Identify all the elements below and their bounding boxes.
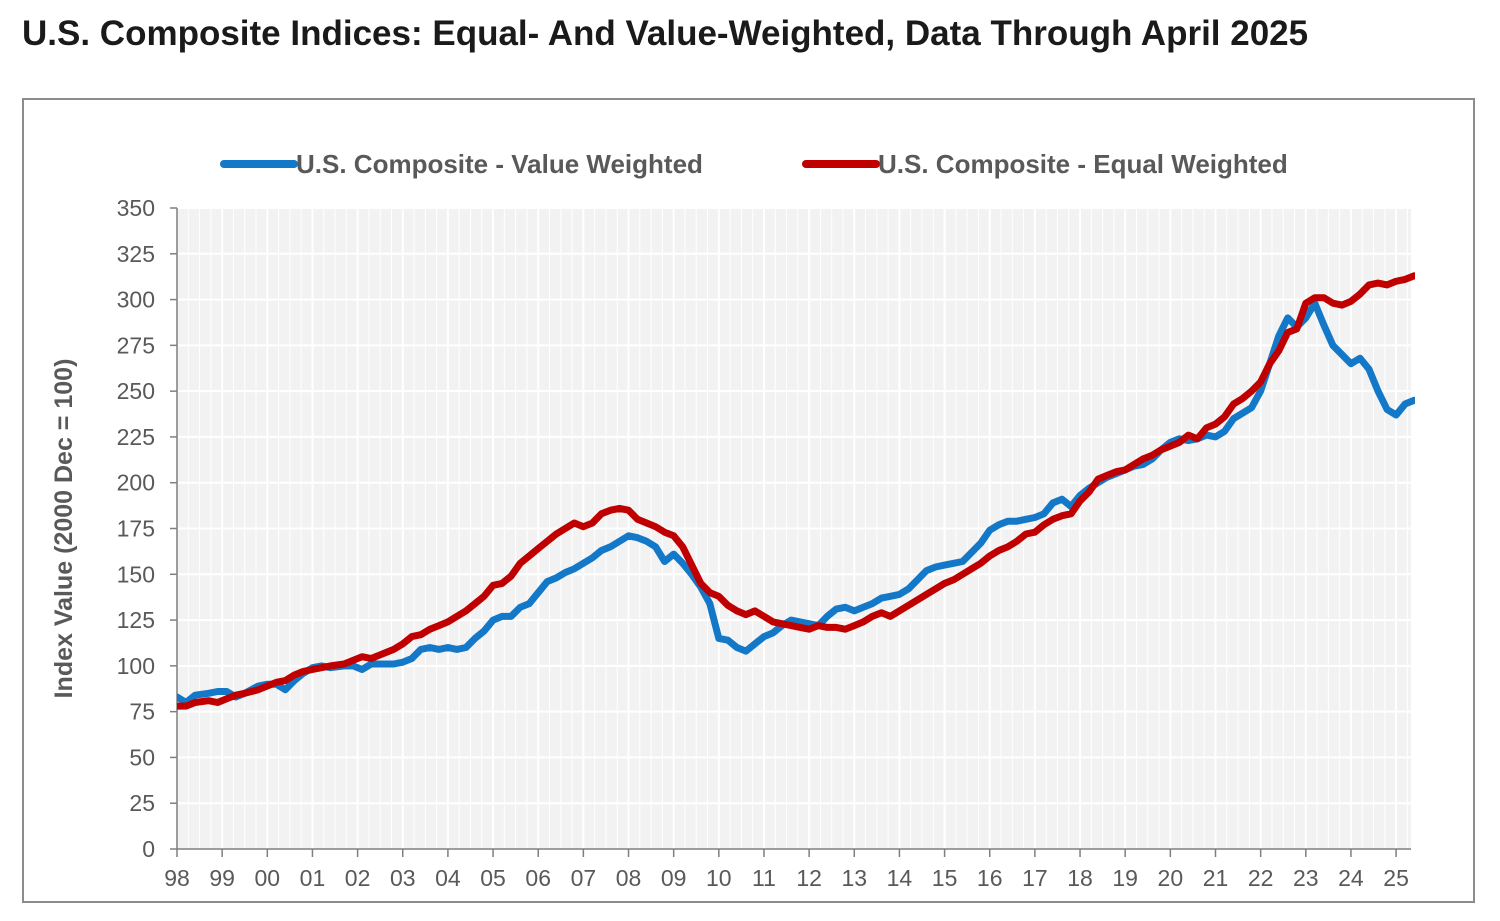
x-tick-label: 13 — [841, 865, 867, 891]
legend-label: U.S. Composite - Equal Weighted — [878, 149, 1288, 179]
x-tick-label: 05 — [480, 865, 506, 891]
legend-value-weighted: U.S. Composite - Value Weighted — [220, 149, 703, 179]
x-tick-label: 16 — [977, 865, 1003, 891]
y-tick-label: 25 — [129, 790, 155, 816]
x-tick-label: 98 — [164, 865, 190, 891]
x-tick-label: 12 — [796, 865, 822, 891]
x-tick-label: 18 — [1067, 865, 1093, 891]
legend: U.S. Composite - Value Weighted U.S. Comp… — [220, 149, 1288, 179]
legend-equal-weighted: U.S. Composite - Equal Weighted — [802, 149, 1288, 179]
legend-label: U.S. Composite - Value Weighted — [296, 149, 703, 179]
y-tick-label: 0 — [142, 836, 155, 862]
x-tick-label: 23 — [1293, 865, 1319, 891]
x-tick-label: 03 — [390, 865, 416, 891]
x-tick-label: 00 — [255, 865, 281, 891]
y-tick-label: 250 — [117, 378, 155, 404]
x-tick-label: 01 — [300, 865, 326, 891]
x-tick-label: 19 — [1112, 865, 1138, 891]
x-tick-label: 99 — [209, 865, 235, 891]
y-tick-label: 300 — [117, 287, 155, 313]
y-tick-label: 150 — [117, 561, 155, 587]
y-axis-label: Index Value (2000 Dec = 100) — [50, 359, 78, 699]
y-tick-label: 200 — [117, 470, 155, 496]
x-tick-label: 14 — [887, 865, 913, 891]
x-tick-labels: 98 99 00 01 02 03 04 05 06 07 08 09 10 11 12 13 14 15 16 17… — [164, 865, 1409, 891]
page-title: U.S. Composite Indices: Equal- And Value… — [22, 14, 1309, 53]
x-tick-label: 02 — [345, 865, 371, 891]
x-tick-label: 25 — [1383, 865, 1409, 891]
x-tick-label: 07 — [571, 865, 597, 891]
y-tick-label: 275 — [117, 332, 155, 358]
axis-layer — [170, 207, 1411, 857]
x-tick-label: 15 — [932, 865, 958, 891]
y-tick-label: 125 — [117, 607, 155, 633]
x-tick-label: 06 — [525, 865, 551, 891]
x-tick-label: 17 — [1022, 865, 1048, 891]
x-tick-label: 08 — [616, 865, 642, 891]
y-tick-label: 175 — [117, 516, 155, 542]
y-tick-label: 325 — [117, 241, 155, 267]
grid-layer — [177, 207, 1411, 849]
y-tick-labels: 0 25 50 75 100 125 150 175 200 225 250 275 300 325 350 — [117, 195, 155, 862]
y-tick-label: 75 — [129, 699, 155, 725]
chart-frame: 0 25 50 75 100 125 150 175 200 225 250 275 300 325 350… — [22, 98, 1475, 903]
x-tick-label: 11 — [752, 865, 776, 891]
y-tick-label: 350 — [117, 195, 155, 221]
x-tick-label: 21 — [1203, 865, 1229, 891]
x-tick-label: 04 — [435, 865, 461, 891]
y-tick-label: 50 — [129, 744, 155, 770]
x-tick-label: 20 — [1158, 865, 1184, 891]
series-layer — [177, 272, 1415, 710]
x-tick-label: 22 — [1248, 865, 1274, 891]
chart-svg: 0255075100125150175200225250275300325350… — [50, 149, 1415, 891]
series-line-equal-weighted — [177, 272, 1415, 710]
x-tick-label: 09 — [661, 865, 687, 891]
y-tick-label: 225 — [117, 424, 155, 450]
y-tick-label: 100 — [117, 653, 155, 679]
x-tick-label: 24 — [1338, 865, 1364, 891]
x-tick-label: 10 — [706, 865, 732, 891]
